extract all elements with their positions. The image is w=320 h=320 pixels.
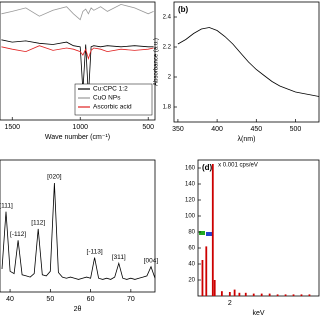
x-tick-label: 500	[142, 124, 154, 131]
y-tick-label: 80	[188, 230, 195, 236]
data-line	[1, 3, 154, 21]
y-tick-label: 60	[188, 246, 195, 252]
y-tick-label: 20	[188, 278, 195, 284]
peak-label: [-113]	[87, 248, 103, 255]
x-tick-label: 1500	[4, 124, 20, 131]
bar	[213, 280, 216, 296]
x-tick-label: 2	[228, 300, 232, 307]
panel-label: (d)	[202, 163, 213, 172]
y-axis-label: Absorbance (a.u.)	[154, 38, 160, 86]
x-tick-label: 50	[46, 296, 54, 303]
y-tick-label: 1.8	[163, 105, 172, 111]
plot-frame	[0, 159, 156, 293]
marker-blue	[206, 232, 213, 236]
panel-label: (b)	[178, 5, 189, 14]
y-axis-label: x 0.001 cps/eV	[218, 163, 258, 169]
bar	[300, 294, 303, 296]
x-axis-label: λ(nm)	[238, 136, 256, 143]
peak-label: [112]	[31, 220, 45, 227]
bar	[284, 294, 287, 296]
bar	[201, 260, 204, 296]
plot-frame	[0, 1, 156, 121]
x-axis-label: keV	[252, 310, 264, 317]
x-tick-label: 450	[250, 126, 262, 133]
peak-label: [-112]	[10, 231, 26, 238]
data-line	[1, 45, 154, 60]
y-tick-label: 2	[168, 75, 172, 81]
bar	[238, 292, 241, 296]
bar	[244, 292, 247, 296]
bar	[228, 292, 231, 296]
x-tick-label: 500	[290, 126, 302, 133]
x-tick-label: 70	[127, 296, 135, 303]
data-line	[1, 39, 154, 97]
legend-box	[74, 83, 153, 116]
x-axis-label: 2θ	[74, 306, 82, 313]
x-axis-label: Wave number (cm⁻¹)	[45, 134, 110, 141]
y-tick-label: 2.2	[163, 45, 172, 51]
peak-label: [004]	[144, 257, 159, 264]
x-tick-label: 400	[211, 126, 223, 133]
x-tick-label: 1000	[72, 124, 88, 131]
bar	[260, 293, 263, 296]
legend-label: CuO NPs	[93, 95, 121, 102]
peak-label: [311]	[112, 254, 126, 261]
legend-label: Cu:CPC 1:2	[93, 86, 128, 93]
y-tick-label: 2.4	[163, 15, 172, 21]
bar	[268, 293, 271, 296]
bar	[276, 294, 279, 296]
peak-label: [020]	[47, 174, 62, 181]
x-tick-label: 350	[172, 126, 184, 133]
x-tick-label: 40	[6, 296, 14, 303]
bar	[233, 289, 236, 296]
bar	[308, 294, 311, 296]
bar	[292, 294, 295, 296]
data-line	[177, 27, 320, 97]
peak-label: [111]	[0, 202, 13, 209]
plot-frame	[173, 1, 320, 123]
y-tick-label: 140	[185, 182, 196, 188]
x-tick-label: 60	[87, 296, 95, 303]
bar	[252, 293, 255, 296]
y-tick-label: 100	[185, 214, 196, 220]
y-tick-label: 40	[188, 262, 195, 268]
bar	[205, 246, 208, 296]
data-line	[1, 182, 156, 280]
bar	[211, 164, 214, 296]
legend-label: Ascorbic acid	[93, 104, 132, 111]
y-tick-label: 120	[185, 198, 196, 204]
y-tick-label: 160	[185, 166, 196, 172]
marker-green	[199, 231, 205, 235]
bar	[220, 291, 223, 296]
plot-frame	[197, 159, 320, 297]
